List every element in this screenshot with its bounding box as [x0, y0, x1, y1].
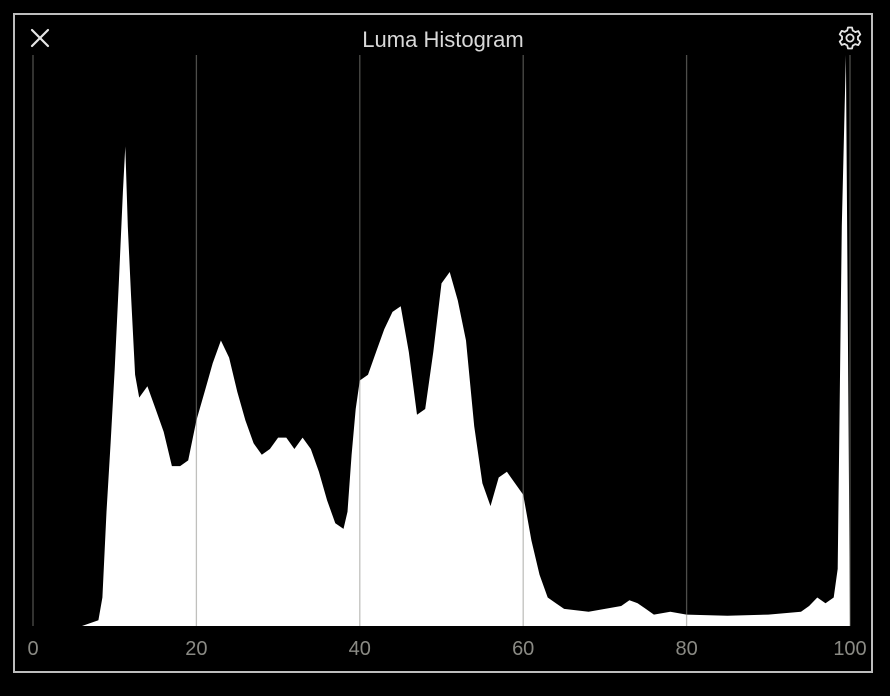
panel-title: Luma Histogram	[362, 27, 524, 52]
x-tick-label-60: 60	[512, 638, 534, 660]
x-tick-label-20: 20	[185, 638, 207, 660]
x-tick-label-100: 100	[833, 638, 866, 660]
x-tick-label-40: 40	[349, 638, 371, 660]
close-icon[interactable]	[27, 25, 53, 51]
x-tick-label-80: 80	[675, 638, 697, 660]
x-tick-label-0: 0	[27, 638, 38, 660]
histogram-chart: 0 20 40 60 80 100	[27, 55, 867, 660]
histogram-panel: Luma Histogram 0 20 40 60 80 100	[13, 13, 873, 673]
gear-icon[interactable]	[835, 23, 865, 53]
histogram-area	[33, 55, 850, 626]
